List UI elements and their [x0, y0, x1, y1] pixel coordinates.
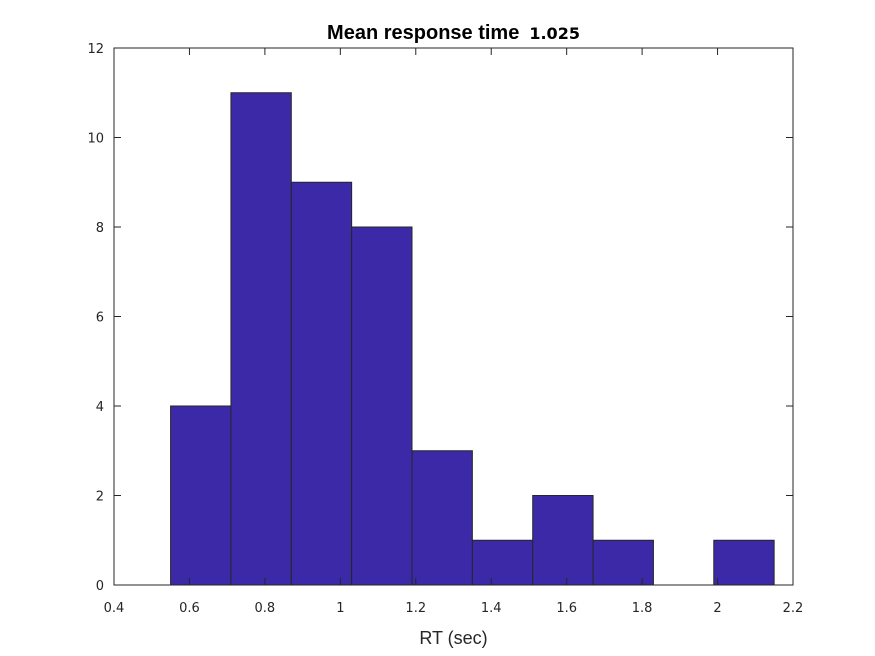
tick-labels-group: 0.4 0.6 0.8 1 1.2 1.4 1.6 1.8 2 2.2 0 2 4 6 8 10 12: [87, 42, 803, 616]
x-tick-label: 2: [713, 601, 721, 616]
y-tick-label: 6: [96, 311, 104, 326]
x-axis-label: RT (sec): [419, 628, 487, 648]
chart-title-text: Mean response time: [327, 22, 519, 44]
x-tick-label: 0.6: [179, 601, 200, 616]
histogram-bar: [713, 539, 775, 586]
bars-group: [170, 92, 775, 586]
histogram-bar: [411, 450, 473, 586]
y-tick-label: 12: [87, 42, 104, 57]
x-tick-label: 1.8: [632, 601, 653, 616]
y-tick-label: 10: [87, 132, 104, 147]
x-tick-label: 1: [336, 601, 344, 616]
histogram-bar: [592, 539, 654, 586]
x-tick-label: 0.8: [255, 601, 276, 616]
x-tick-label: 0.4: [104, 601, 125, 616]
y-tick-label: 4: [96, 400, 104, 415]
y-tick-label: 2: [96, 490, 104, 505]
y-tick-label: 0: [96, 579, 104, 594]
histogram-bar: [290, 181, 353, 586]
y-tick-label: 8: [96, 221, 104, 236]
histogram-bar: [170, 405, 232, 586]
histogram-bar: [230, 92, 292, 586]
chart-title-value: 1.025: [529, 24, 580, 43]
x-tick-label: 1.2: [405, 601, 426, 616]
x-tick-label: 2.2: [783, 601, 804, 616]
histogram-bar: [532, 495, 594, 586]
histogram-bar: [351, 226, 413, 586]
histogram-bar: [471, 539, 534, 586]
x-tick-label: 1.4: [481, 601, 502, 616]
chart-title: Mean response time 1.025: [327, 22, 580, 44]
ticks-group: [113, 47, 794, 586]
x-tick-label: 1.6: [556, 601, 577, 616]
